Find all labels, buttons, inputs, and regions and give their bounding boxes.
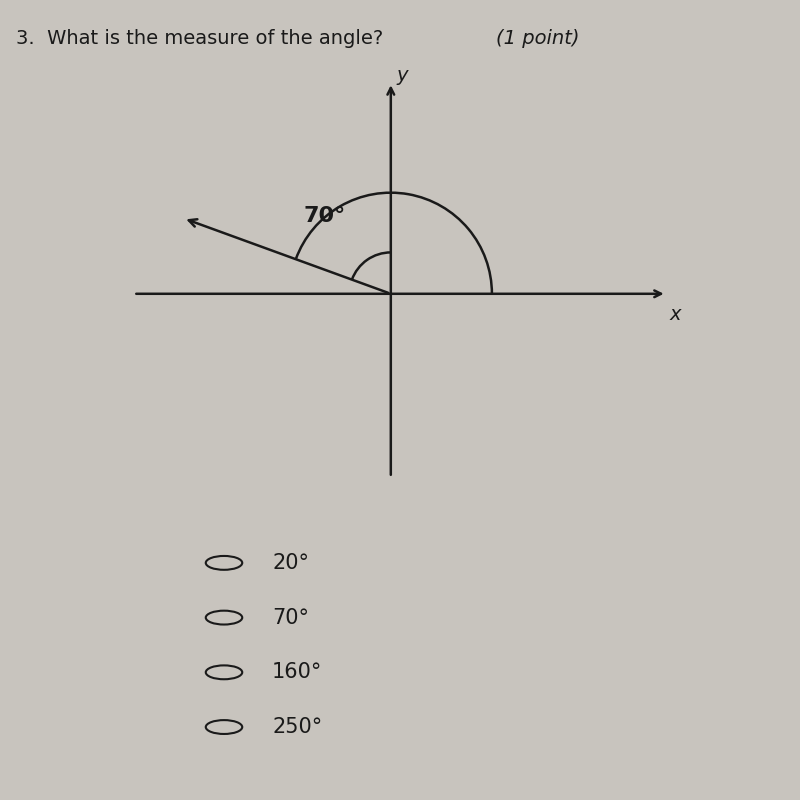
Text: 70°: 70°	[303, 206, 346, 226]
Text: (1 point): (1 point)	[496, 29, 579, 48]
Text: 70°: 70°	[272, 608, 309, 627]
Text: 20°: 20°	[272, 553, 309, 573]
Text: y: y	[396, 66, 407, 85]
Text: 250°: 250°	[272, 717, 322, 737]
Text: x: x	[670, 305, 682, 323]
Text: 160°: 160°	[272, 662, 322, 682]
Text: 3.  What is the measure of the angle?: 3. What is the measure of the angle?	[16, 29, 383, 48]
